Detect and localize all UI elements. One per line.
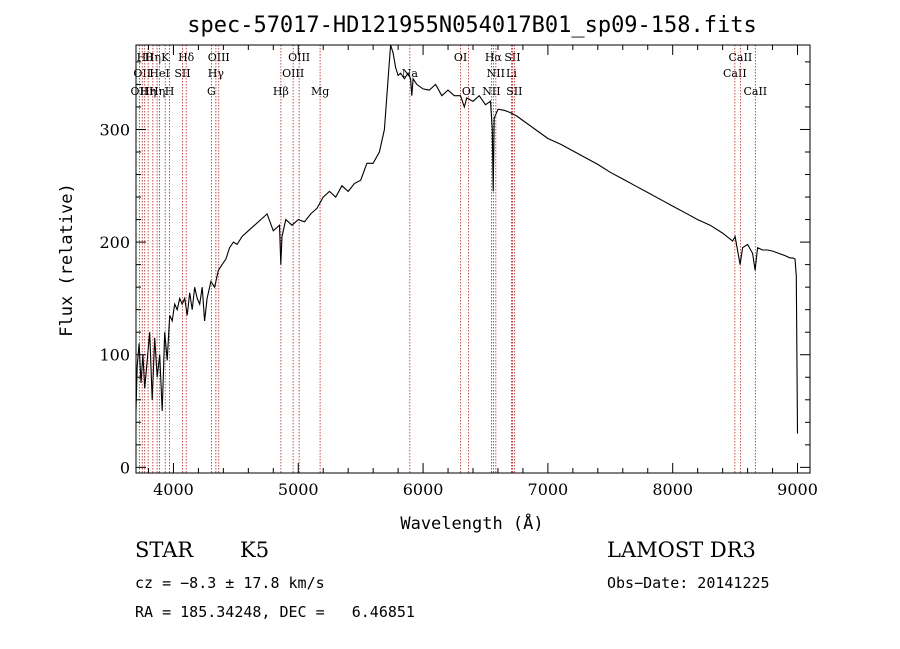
x-tick-label-4: 8000 (652, 480, 693, 499)
line-label-14: Hβ (273, 85, 289, 98)
line-label-8: H (165, 85, 175, 98)
line-label-23: NII (487, 67, 505, 80)
line-label-21: NII (482, 85, 500, 98)
line-label-20: OI (462, 85, 475, 98)
line-label-17: Mg (311, 85, 329, 98)
x-tick-label-2: 6000 (403, 480, 444, 499)
line-label-0: OII (131, 85, 149, 98)
y-tick-label-2: 200 (99, 233, 130, 252)
line-label-12: Hγ (208, 67, 225, 80)
x-tick-label-3: 7000 (528, 480, 569, 499)
line-label-26: SII (506, 85, 522, 98)
line-label-10: Hδ (178, 51, 195, 64)
y-tick-label-0: 0 (120, 458, 130, 477)
plot-frame (135, 44, 811, 474)
observation-date: Obs−Date: 20141225 (607, 574, 770, 592)
line-label-2: Hθ (137, 51, 154, 64)
line-label-15: OIII (282, 67, 304, 80)
line-label-6: HeI (149, 67, 169, 80)
survey-name: LAMOST DR3 (607, 538, 756, 562)
x-tick-label-5: 9000 (777, 480, 818, 499)
y-axis-label: Flux (relative) (57, 183, 77, 337)
line-label-11: G (207, 85, 216, 98)
x-axis-label: Wavelength (Å) (400, 512, 543, 534)
line-label-29: CaII (743, 85, 767, 98)
line-label-24: Li (506, 67, 517, 80)
line-label-28: CaII (729, 51, 753, 64)
object-subclass: K5 (240, 538, 270, 562)
coordinates: RA = 185.34248, DEC = 6.46851 (135, 603, 415, 621)
line-label-27: CaII (723, 67, 747, 80)
line-label-9: SII (174, 67, 190, 80)
line-label-1: OII (133, 67, 151, 80)
flux-series-line (135, 44, 799, 434)
emission-line-markers: OIIOIIHθHηHηHηHeIKHSIIHδGHγOIIIHβOIIIOII… (131, 45, 767, 473)
object-class: STAR (135, 538, 194, 562)
line-label-22: Hα (485, 51, 503, 64)
x-tick-label-1: 5000 (278, 480, 319, 499)
axis-ticks: 4000 5000 6000 7000 8000 9000 0 100 200 300 (99, 45, 818, 499)
y-tick-label-1: 100 (99, 346, 130, 365)
line-label-3: Hη (140, 85, 156, 98)
x-tick-label-0: 4000 (153, 480, 194, 499)
line-label-5: Hη (149, 85, 165, 98)
line-label-16: OIII (288, 51, 310, 64)
line-label-25: SII (504, 51, 520, 64)
line-label-7: K (161, 51, 170, 64)
redshift-cz: cz = −8.3 ± 17.8 km/s (135, 574, 325, 592)
y-tick-label-3: 300 (99, 120, 130, 139)
line-label-13: OIII (208, 51, 230, 64)
line-label-19: OI (454, 51, 467, 64)
chart-title: spec-57017-HD121955N054017B01_sp09-158.f… (187, 13, 757, 38)
line-label-4: Hη (145, 51, 161, 64)
